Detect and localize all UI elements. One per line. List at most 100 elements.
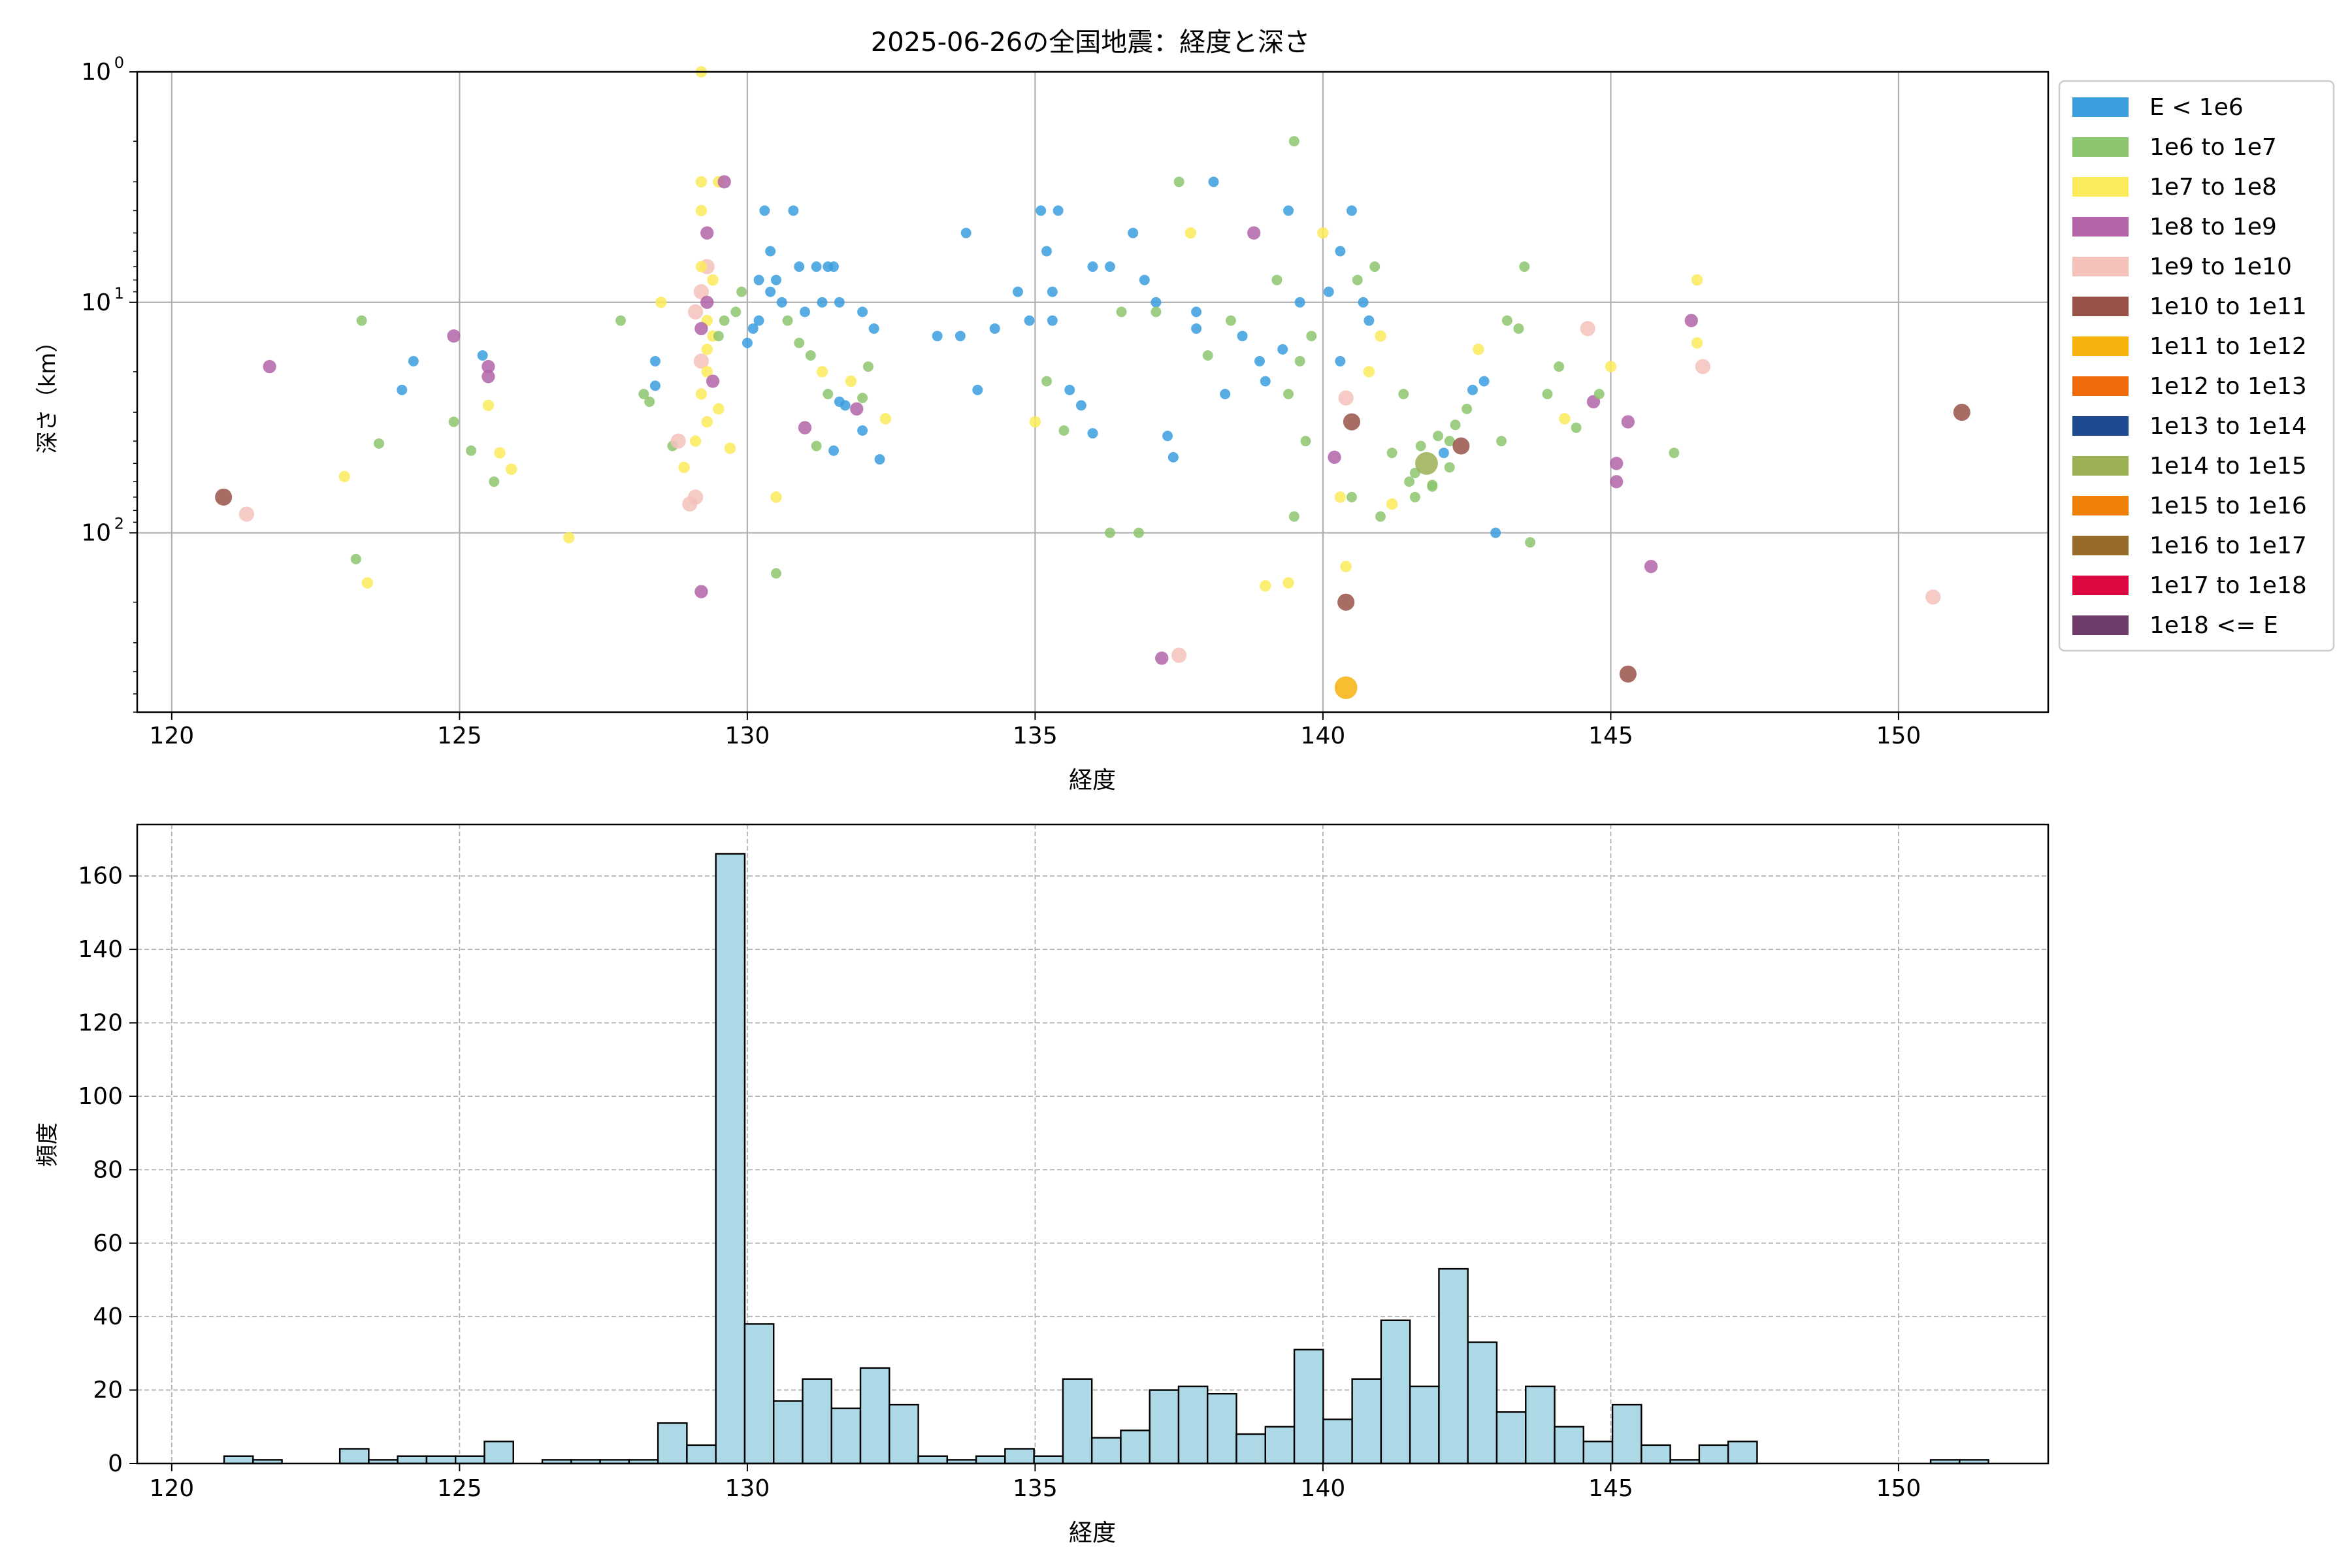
scatter-point	[1064, 384, 1075, 395]
scatter-point	[1208, 176, 1219, 188]
scatter-point	[834, 297, 845, 308]
scatter-point	[706, 374, 720, 388]
scatter-point	[215, 488, 233, 506]
scatter-point	[1260, 580, 1271, 592]
scatter-point	[1340, 561, 1352, 572]
scatter-point	[713, 331, 724, 342]
scatter-point	[408, 355, 419, 367]
scatter-point	[707, 274, 719, 286]
legend-label: 1e12 to 1e13	[2149, 373, 2307, 400]
histogram-grid	[137, 825, 2048, 1464]
legend-swatch	[2072, 576, 2129, 595]
scatter-point	[1317, 227, 1329, 239]
scatter-point	[817, 297, 828, 308]
legend-swatch	[2072, 177, 2129, 197]
histogram-y-tick-label: 100	[78, 1083, 123, 1110]
histogram-bar	[1698, 1444, 1729, 1465]
scatter-point	[972, 384, 983, 395]
scatter-point	[1047, 315, 1058, 326]
scatter-point	[857, 425, 868, 436]
histogram-y-ticks: 0 20 40 60 80 100 120 140 160	[78, 863, 137, 1477]
scatter-point	[693, 353, 710, 369]
scatter-point	[794, 261, 805, 272]
scatter-point	[1306, 331, 1317, 342]
scatter-point	[1415, 440, 1426, 451]
scatter-point	[1139, 274, 1150, 286]
scatter-point	[1684, 314, 1698, 327]
scatter-point	[1128, 227, 1139, 238]
histogram-y-tick-label: 20	[93, 1377, 123, 1404]
scatter-point	[828, 445, 840, 456]
scatter-point	[1173, 176, 1184, 188]
scatter-point	[1490, 527, 1501, 538]
scatter-point	[397, 384, 408, 395]
scatter-point	[1375, 330, 1386, 342]
scatter-point	[1375, 511, 1386, 522]
scatter-point	[1605, 361, 1617, 372]
scatter-point	[563, 532, 575, 544]
legend-item: 1e9 to 1e10	[2072, 253, 2292, 280]
scatter-point	[1104, 261, 1115, 272]
scatter-x-tick-label: 125	[437, 723, 482, 749]
scatter-point	[1691, 274, 1703, 286]
histogram-y-tick-label: 40	[93, 1303, 123, 1330]
histogram-x-tick-label: 135	[1013, 1475, 1058, 1502]
histogram-bar	[455, 1455, 485, 1465]
scatter-point	[1559, 413, 1571, 425]
legend-swatch	[2072, 456, 2129, 476]
legend-swatch	[2072, 297, 2129, 316]
scatter-point	[1202, 350, 1213, 361]
histogram-x-label: 経度	[1069, 1520, 1116, 1546]
scatter-point	[747, 323, 759, 334]
scatter-point	[638, 389, 649, 400]
histogram-bar	[1409, 1385, 1440, 1465]
scatter-point	[670, 433, 686, 449]
histogram-y-tick-label: 120	[78, 1010, 123, 1037]
scatter-x-tick-label: 130	[725, 723, 770, 749]
scatter-point	[701, 344, 713, 355]
histogram-bar	[1264, 1426, 1296, 1465]
histogram-bar	[1351, 1378, 1382, 1465]
scatter-point	[1328, 450, 1341, 464]
histogram-bar	[1380, 1319, 1411, 1465]
scatter-y-tick-exponent: 2	[114, 515, 124, 533]
legend-item: 1e12 to 1e13	[2072, 373, 2307, 400]
legend-label: 1e17 to 1e18	[2149, 572, 2307, 599]
scatter-y-tick-exponent: 0	[114, 54, 124, 72]
scatter-point	[823, 261, 834, 272]
scatter-point	[1346, 491, 1357, 502]
scatter-point	[1404, 476, 1415, 487]
histogram-bar	[1177, 1385, 1209, 1465]
scatter-point	[448, 416, 459, 427]
scatter-point	[800, 306, 810, 318]
scatter-point	[644, 396, 655, 407]
histogram-y-tick-label: 140	[78, 936, 123, 963]
histogram-bar	[1611, 1403, 1642, 1465]
scatter-point	[1496, 436, 1507, 447]
scatter-x-tick-label: 145	[1588, 723, 1633, 749]
histogram-bar	[1090, 1437, 1122, 1465]
histogram-bar	[1467, 1341, 1498, 1465]
scatter-point	[1151, 297, 1162, 308]
legend-swatch	[2072, 137, 2129, 157]
histogram-x-tick-label: 120	[150, 1475, 195, 1502]
scatter-point	[263, 359, 276, 374]
scatter-point	[879, 413, 892, 425]
scatter-point	[1438, 448, 1449, 459]
scatter-point	[1610, 457, 1624, 470]
scatter-x-tick-label: 150	[1876, 723, 1921, 749]
legend-swatch	[2072, 97, 2129, 117]
scatter-point	[753, 274, 764, 286]
histogram-y-tick-label: 160	[78, 863, 123, 890]
scatter-x-tick-label: 120	[150, 723, 195, 749]
scatter-point	[1346, 205, 1357, 216]
histogram-bar	[1495, 1411, 1527, 1465]
histogram-bar	[772, 1400, 804, 1465]
scatter-point	[862, 361, 874, 372]
histogram-bar	[715, 853, 746, 1465]
scatter-point	[811, 261, 822, 272]
scatter-point	[1621, 415, 1635, 429]
scatter-chart: 2025-06-26の全国地震：経度と深さ 120 125 130 135 140 145…	[35, 27, 2335, 794]
scatter-point	[1427, 481, 1438, 492]
